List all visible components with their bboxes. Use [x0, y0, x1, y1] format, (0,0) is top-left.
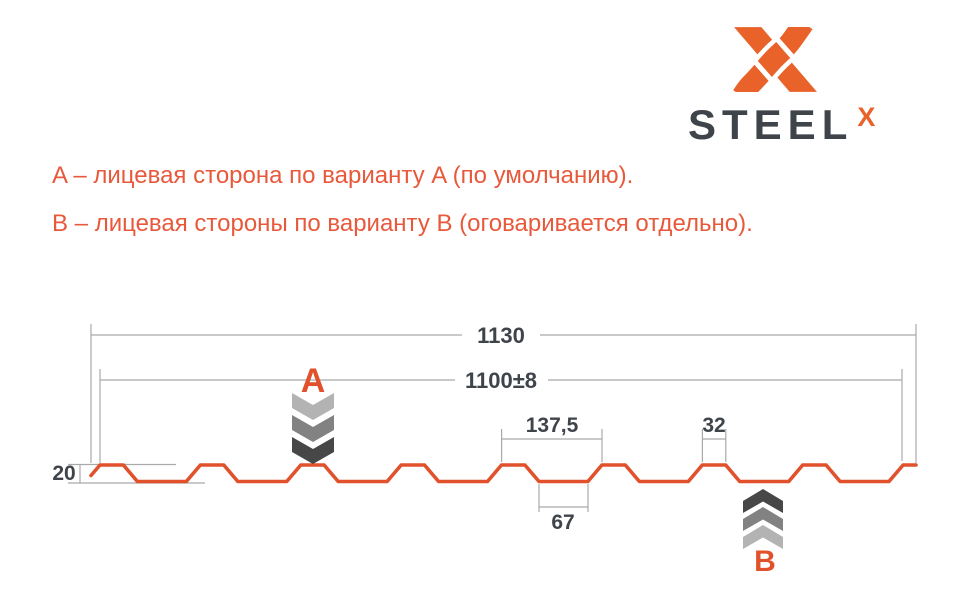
brand-text: STEEL [688, 101, 854, 148]
note-variant-a: A – лицевая сторона по варианту A (по ум… [52, 162, 634, 189]
marker-a: A [292, 362, 334, 464]
dim-rib-pitch: 137,5 [501, 414, 603, 462]
dim-height-label: 20 [52, 462, 75, 485]
note-variant-b: B – лицевая стороны по варианту B (огова… [52, 210, 753, 237]
x-band-cut-upper [772, 34, 799, 64]
dim-rib-pitch-label: 137,5 [526, 414, 579, 437]
dim-rib-top: 32 [701, 414, 727, 462]
brand-sup-x: X [857, 102, 876, 132]
dim-valley: 67 [538, 484, 589, 534]
marker-b-chevrons-icon [743, 489, 783, 549]
brand-wordmark: STEEL X [688, 101, 875, 149]
dim-overall-width-label: 1130 [477, 323, 525, 348]
dim-overall-width: 1130 [90, 323, 917, 463]
x-slash-band [733, 27, 813, 92]
dim-working-width-label: 1100±8 [465, 368, 537, 393]
dim-working-width: 1100±8 [99, 368, 903, 463]
marker-b: B [743, 489, 783, 578]
dim-valley-label: 67 [551, 511, 574, 534]
x-band-cut-lower [750, 56, 777, 86]
brand-logo: STEEL X [0, 0, 970, 160]
sheet-profile-path [89, 463, 918, 484]
dim-rib-top-label: 32 [702, 414, 725, 437]
steelx-x-icon [729, 27, 817, 92]
marker-a-label: A [301, 362, 326, 400]
marker-a-chevrons-icon [292, 393, 334, 464]
marker-b-label: B [754, 545, 776, 578]
